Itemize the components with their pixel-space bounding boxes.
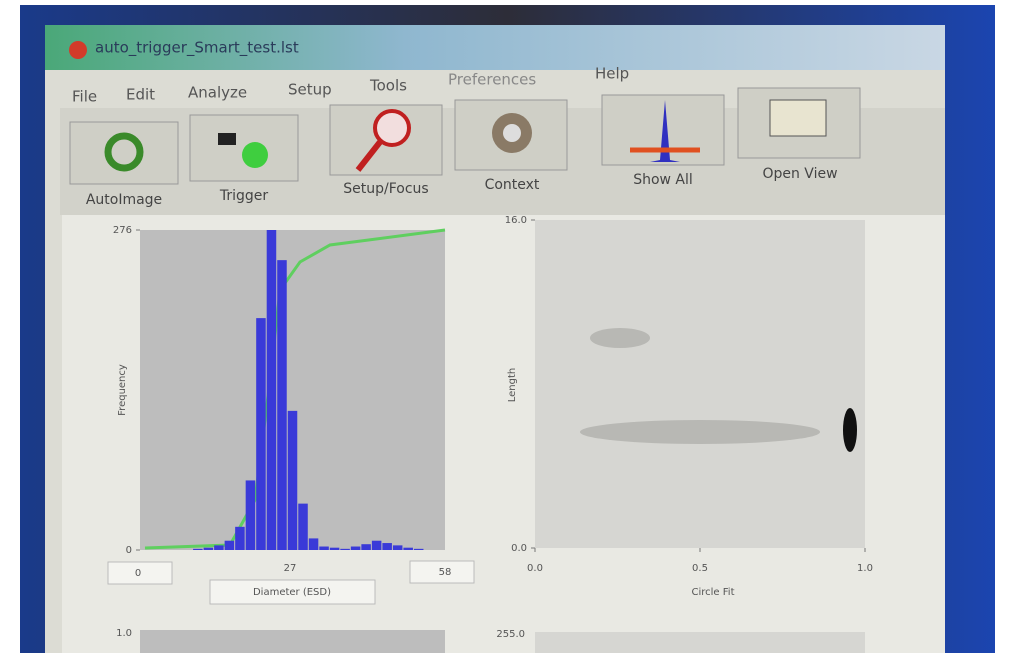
- button[interactable]: Show All: [601, 94, 725, 188]
- button-label: AutoImage: [86, 192, 162, 208]
- icon: [242, 142, 268, 168]
- histogram-bar: [203, 547, 214, 550]
- menu-item[interactable]: Preferences: [448, 71, 536, 89]
- histogram-bar: [319, 546, 329, 550]
- histogram-bar: [392, 545, 403, 550]
- range-field[interactable]: [107, 561, 173, 585]
- histogram-bar: [224, 540, 235, 550]
- histogram-bar: [298, 503, 308, 550]
- y-axis-label: Frequency: [117, 364, 128, 416]
- button[interactable]: Trigger: [189, 114, 299, 204]
- button-label: Trigger: [219, 188, 269, 204]
- icon: [104, 132, 144, 172]
- icon: [373, 109, 411, 147]
- button[interactable]: Open View: [737, 87, 861, 182]
- x-axis-label: Circle Fit: [692, 587, 735, 598]
- icon: [355, 140, 383, 172]
- app-icon: [69, 41, 87, 59]
- menu-item[interactable]: Tools: [369, 77, 407, 95]
- y-tick-label: 255.0: [496, 629, 525, 640]
- histogram-bar: [277, 260, 287, 550]
- histogram-bar: [287, 410, 298, 550]
- y-tick-label: 16.0: [505, 215, 527, 226]
- axis-select[interactable]: [209, 579, 376, 605]
- menu-item[interactable]: Help: [595, 65, 629, 83]
- histogram-bar: [403, 547, 413, 550]
- button[interactable]: Context: [454, 99, 568, 193]
- icon: [769, 99, 827, 137]
- histogram-bar: [245, 480, 256, 550]
- icon: [503, 124, 521, 142]
- button-label: Setup/Focus: [343, 181, 428, 197]
- point-cluster: [580, 420, 820, 444]
- y-tick-label: 1.0: [116, 628, 132, 639]
- histogram-bar: [382, 543, 392, 550]
- histogram-bar: [350, 546, 361, 550]
- window-title: auto_trigger_Smart_test.lst: [95, 39, 299, 58]
- histogram-bar: [371, 540, 382, 550]
- point-cluster: [590, 328, 650, 348]
- histogram-bar: [308, 538, 319, 550]
- range-field[interactable]: [409, 560, 475, 584]
- range-field-value: 0: [135, 568, 141, 579]
- x-tick-label: 0.5: [692, 563, 708, 574]
- icon: [650, 100, 680, 162]
- y-axis-label: Length: [507, 368, 518, 403]
- range-field-value: 58: [439, 567, 452, 578]
- histogram-bar: [214, 545, 224, 550]
- histogram-bar: [266, 230, 277, 550]
- histogram-bar: [256, 318, 266, 550]
- y-tick-label: 0: [126, 545, 132, 556]
- point-cluster: [843, 408, 857, 452]
- button[interactable]: AutoImage: [69, 121, 179, 208]
- histogram-bar: [413, 548, 424, 550]
- menu-item[interactable]: File: [72, 88, 97, 106]
- x-tick-label: 1.0: [857, 563, 873, 574]
- menu-item[interactable]: Analyze: [188, 84, 247, 102]
- y-tick-label: 276: [113, 225, 132, 236]
- menu-item[interactable]: Setup: [288, 81, 332, 99]
- y-tick-label: 0.0: [511, 543, 527, 554]
- histogram-bar: [235, 526, 245, 550]
- scatter-plot: [535, 220, 865, 548]
- button-label: Context: [485, 177, 540, 193]
- lower-plot: [140, 630, 445, 653]
- button-face: [189, 114, 299, 182]
- title-bar: [45, 25, 945, 70]
- menu-item[interactable]: Edit: [126, 86, 155, 104]
- icon: [218, 133, 236, 145]
- x-tick-label: 0.0: [527, 563, 543, 574]
- button-face: [69, 121, 179, 185]
- button[interactable]: Setup/Focus: [329, 104, 443, 197]
- histogram-bar: [329, 547, 340, 550]
- button-label: Show All: [633, 172, 693, 188]
- range-field-value: 27: [284, 563, 297, 574]
- histogram-bar: [340, 548, 350, 550]
- histogram-bar: [361, 544, 371, 550]
- lower-plot: [535, 632, 865, 653]
- x-axis-label: Diameter (ESD): [253, 587, 331, 598]
- histogram-bar: [193, 548, 203, 550]
- button-label: Open View: [762, 166, 837, 182]
